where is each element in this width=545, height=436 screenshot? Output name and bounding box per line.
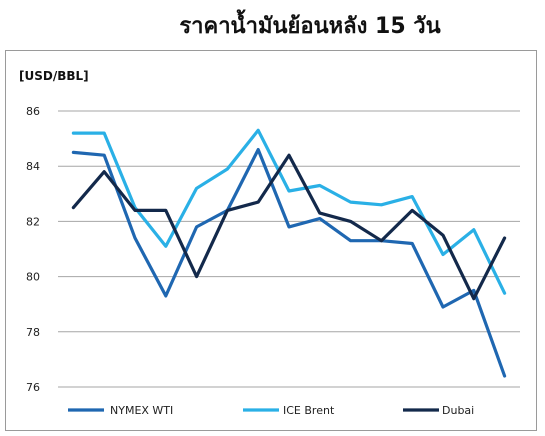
- series-lines: [71, 128, 507, 378]
- y-tick-label: 84: [26, 160, 40, 173]
- legend-label: Dubai: [442, 404, 474, 417]
- series-line-0: [71, 148, 507, 378]
- series-line-1: [71, 128, 507, 295]
- chart-frame: [5, 50, 537, 431]
- chart-title: ราคาน้ำมันย้อนหลัง 15 วัน: [179, 14, 441, 39]
- gridlines: [58, 110, 520, 388]
- series-line-2: [71, 153, 507, 301]
- legend-label: ICE Brent: [283, 404, 335, 417]
- y-tick-label: 80: [26, 271, 40, 284]
- legend: NYMEX WTI ICE Brent Dubai: [68, 404, 474, 417]
- y-tick-label: 86: [26, 105, 40, 118]
- y-tick-labels: 86 84 82 80 78 76: [26, 105, 40, 394]
- y-tick-label: 82: [26, 215, 40, 228]
- legend-label: NYMEX WTI: [110, 404, 173, 417]
- y-axis-label: [USD/BBL]: [19, 69, 89, 83]
- y-tick-label: 78: [26, 326, 40, 339]
- y-tick-label: 76: [26, 381, 40, 394]
